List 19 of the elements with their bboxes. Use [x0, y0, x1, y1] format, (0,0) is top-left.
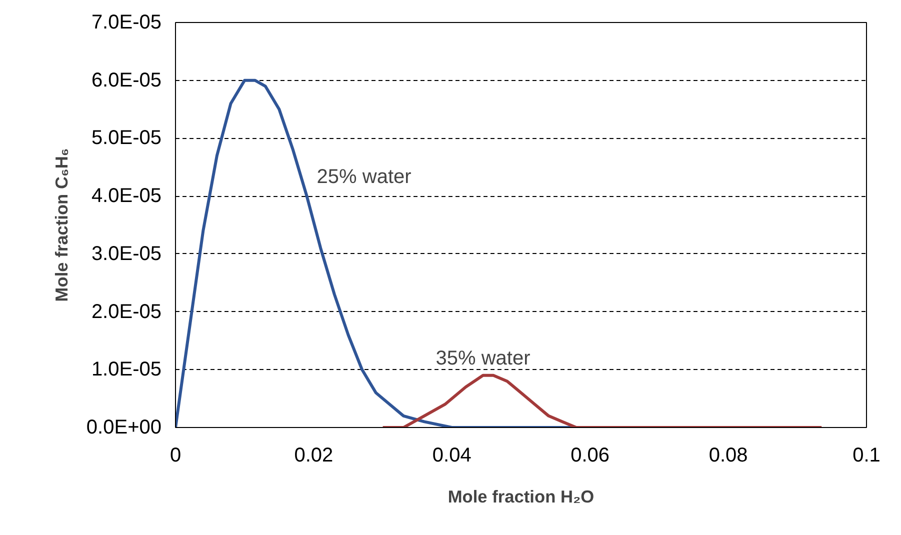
y-tick-label: 5.0E-05	[91, 127, 162, 150]
y-tick-label: 3.0E-05	[91, 242, 162, 265]
x-tick-label: 0.04	[432, 444, 472, 466]
y-tick-label: 7.0E-05	[91, 12, 162, 34]
x-tick-label: 0	[170, 444, 182, 466]
line-series	[381, 374, 824, 428]
series-label: 35% water	[436, 347, 531, 370]
y-tick-label: 1.0E-05	[91, 358, 162, 381]
y-tick-label: 2.0E-05	[91, 300, 162, 323]
y-tick-label: 6.0E-05	[91, 69, 162, 92]
y-tick-label: 4.0E-05	[91, 185, 162, 208]
y-tick-label: 0.0E+00	[86, 416, 162, 438]
y-axis-title: Mole fraction C₆H₆	[51, 148, 72, 302]
series-label: 25% water	[316, 166, 412, 188]
x-tick-label: 0.02	[294, 444, 334, 466]
x-tick-label: 0.08	[708, 444, 748, 466]
x-tick-label: 0.06	[570, 444, 610, 466]
x-axis-title: Mole fraction H₂O	[448, 486, 594, 506]
x-tick-label: 0.1	[852, 444, 880, 466]
